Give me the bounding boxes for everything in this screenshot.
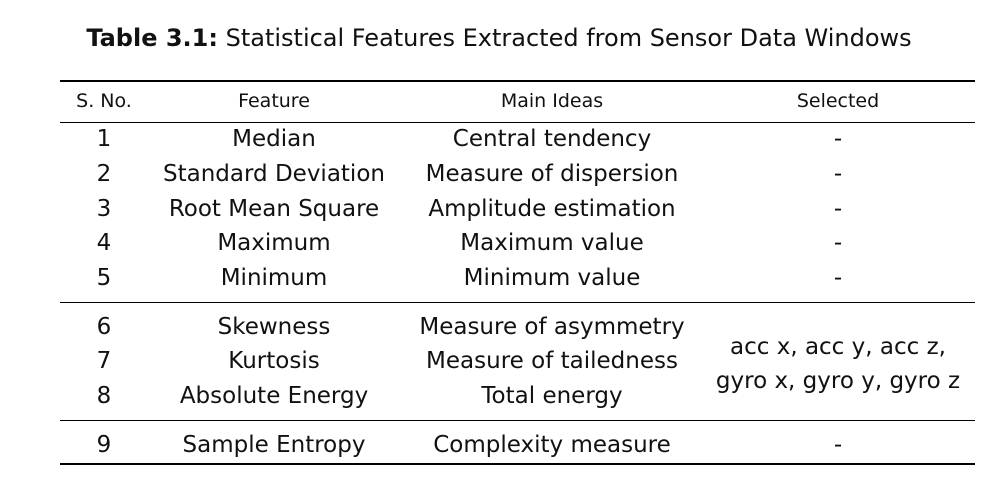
row-selected: - [833, 432, 843, 458]
row-feature: Skewness [217, 314, 331, 340]
row-main-idea: Measure of tailedness [426, 348, 678, 374]
header-feature: Feature [238, 90, 310, 112]
bottom-rule [60, 463, 975, 465]
row-sno: 6 [96, 314, 112, 340]
row-selected: - [833, 196, 843, 222]
row-main-idea: Amplitude estimation [428, 196, 676, 222]
row-sno: 3 [96, 196, 112, 222]
row-main-idea: Total energy [481, 383, 623, 409]
row-main-idea: Central tendency [452, 126, 652, 152]
row-selected: - [833, 230, 843, 256]
row-feature: Kurtosis [228, 348, 320, 374]
row-sno: 1 [96, 126, 112, 152]
header-selected: Selected [796, 90, 880, 112]
header-main-ideas: Main Ideas [500, 90, 604, 112]
row-sno: 8 [96, 383, 112, 409]
row-feature: Sample Entropy [182, 432, 366, 458]
row-main-idea: Measure of asymmetry [419, 314, 685, 340]
row-sno: 7 [96, 348, 112, 374]
row-main-idea: Maximum value [460, 230, 644, 256]
row-sno: 9 [96, 432, 112, 458]
row-feature: Root Mean Square [168, 196, 380, 222]
merged-selected-line-1: acc x, acc y, acc z, [730, 334, 946, 360]
header-sno: S. No. [76, 90, 132, 112]
row-main-idea: Measure of dispersion [425, 161, 679, 187]
row-feature: Maximum [217, 230, 331, 256]
merged-selected-line-2: gyro x, gyro y, gyro z [715, 368, 961, 394]
row-feature: Minimum [220, 265, 328, 291]
caption-title: Statistical Features Extracted from Sens… [225, 24, 912, 52]
row-main-idea: Complexity measure [433, 432, 671, 458]
group-rule-1 [60, 302, 975, 303]
top-rule [60, 80, 975, 82]
row-sno: 4 [96, 230, 112, 256]
merged-selected-cell: acc x, acc y, acc z, gyro x, gyro y, gyr… [716, 330, 960, 398]
table-caption: Table 3.1: Statistical Features Extracte… [0, 22, 998, 54]
row-selected: - [833, 161, 843, 187]
group-rule-2 [60, 420, 975, 421]
row-sno: 5 [96, 265, 112, 291]
header-rule [60, 122, 975, 123]
row-feature: Standard Deviation [163, 161, 385, 187]
row-sno: 2 [96, 161, 112, 187]
caption-label: Table 3.1: [86, 24, 218, 52]
row-main-idea: Minimum value [463, 265, 641, 291]
row-selected: - [833, 265, 843, 291]
row-feature: Absolute Energy [179, 383, 369, 409]
row-selected: - [833, 126, 843, 152]
row-feature: Median [232, 126, 316, 152]
